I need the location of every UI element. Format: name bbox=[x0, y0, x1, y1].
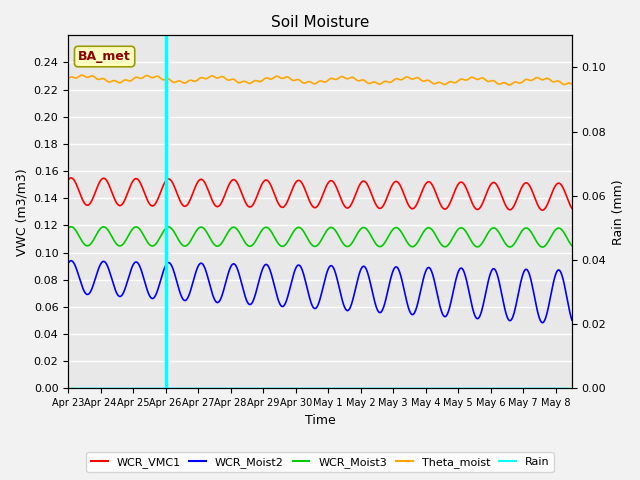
WCR_VMC1 bbox=[152, 201, 159, 206]
Rain bbox=[568, 385, 576, 391]
Title: Soil Moisture: Soil Moisture bbox=[271, 15, 369, 30]
WCR_Moist3 bbox=[504, 243, 512, 249]
Rain bbox=[504, 385, 511, 391]
WCR_VMC1 bbox=[568, 205, 576, 211]
Theta_moist bbox=[506, 82, 513, 88]
Theta_moist bbox=[504, 82, 512, 87]
WCR_VMC1 bbox=[64, 177, 72, 183]
WCR_Moist2 bbox=[568, 317, 576, 323]
Legend: WCR_VMC1, WCR_Moist2, WCR_Moist3, Theta_moist, Rain: WCR_VMC1, WCR_Moist2, WCR_Moist3, Theta_… bbox=[86, 452, 554, 472]
Theta_moist bbox=[559, 81, 566, 87]
Rain bbox=[122, 385, 129, 391]
Rain bbox=[257, 385, 265, 391]
Line: WCR_Moist3: WCR_Moist3 bbox=[68, 227, 572, 247]
X-axis label: Time: Time bbox=[305, 414, 335, 427]
Line: WCR_VMC1: WCR_VMC1 bbox=[68, 178, 572, 210]
WCR_VMC1 bbox=[280, 204, 287, 210]
WCR_VMC1 bbox=[67, 175, 75, 181]
WCR_Moist2 bbox=[152, 292, 159, 298]
WCR_VMC1 bbox=[504, 206, 512, 212]
WCR_Moist2 bbox=[504, 316, 512, 322]
WCR_Moist3 bbox=[64, 226, 72, 231]
Theta_moist bbox=[258, 78, 266, 84]
Y-axis label: Rain (mm): Rain (mm) bbox=[612, 179, 625, 245]
WCR_Moist3 bbox=[280, 243, 287, 249]
WCR_Moist2 bbox=[559, 274, 566, 279]
WCR_Moist3 bbox=[152, 241, 159, 247]
Theta_moist bbox=[280, 75, 287, 81]
WCR_Moist2 bbox=[64, 261, 72, 266]
Rain bbox=[64, 385, 72, 391]
WCR_Moist2 bbox=[67, 258, 75, 264]
WCR_Moist3 bbox=[122, 238, 130, 243]
WCR_VMC1 bbox=[539, 207, 547, 213]
Theta_moist bbox=[78, 72, 86, 78]
WCR_VMC1 bbox=[122, 195, 130, 201]
WCR_Moist2 bbox=[539, 320, 547, 325]
WCR_VMC1 bbox=[258, 182, 266, 188]
WCR_Moist3 bbox=[258, 228, 266, 234]
WCR_Moist2 bbox=[280, 303, 287, 309]
Theta_moist bbox=[152, 73, 159, 79]
Line: WCR_Moist2: WCR_Moist2 bbox=[68, 261, 572, 323]
WCR_VMC1 bbox=[559, 184, 566, 190]
WCR_Moist2 bbox=[258, 269, 266, 275]
Line: Theta_moist: Theta_moist bbox=[68, 75, 572, 85]
Theta_moist bbox=[122, 77, 130, 83]
WCR_Moist3 bbox=[568, 243, 576, 249]
WCR_Moist3 bbox=[539, 244, 547, 250]
Theta_moist bbox=[568, 81, 576, 87]
WCR_Moist2 bbox=[122, 284, 130, 289]
Rain bbox=[152, 385, 159, 391]
Rain bbox=[279, 385, 287, 391]
Text: BA_met: BA_met bbox=[78, 50, 131, 63]
Y-axis label: VWC (m3/m3): VWC (m3/m3) bbox=[15, 168, 28, 256]
WCR_Moist3 bbox=[67, 224, 75, 229]
Theta_moist bbox=[64, 76, 72, 82]
Rain bbox=[558, 385, 566, 391]
WCR_Moist3 bbox=[559, 228, 566, 233]
